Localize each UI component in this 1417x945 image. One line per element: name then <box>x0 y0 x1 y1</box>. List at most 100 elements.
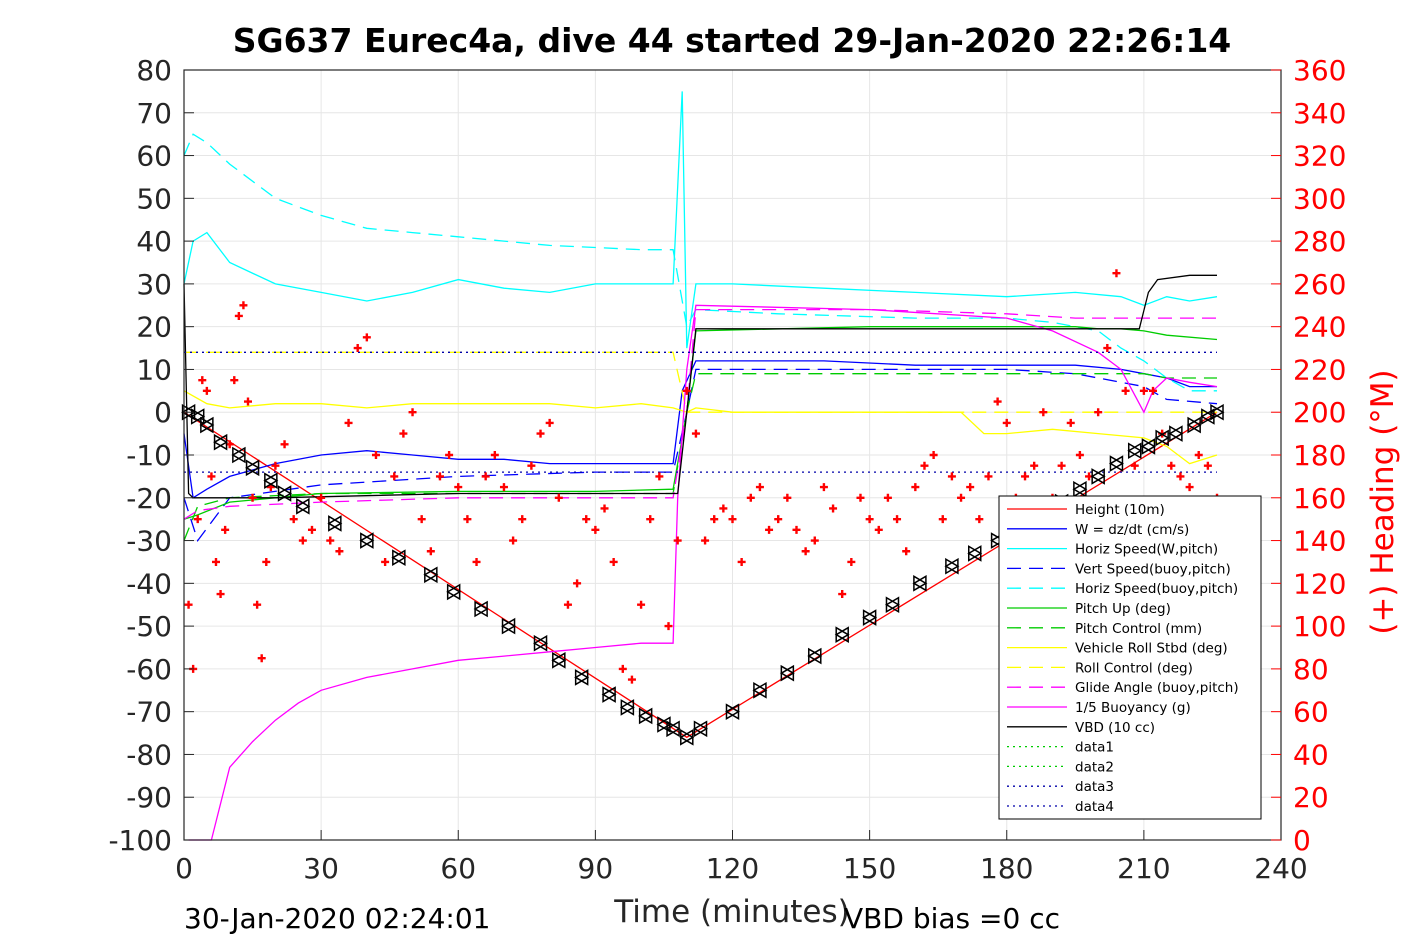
y-right-tick-label: 180 <box>1293 439 1346 472</box>
heading-marker <box>1039 408 1048 417</box>
heading-marker <box>536 429 545 438</box>
depth-marker <box>181 403 197 421</box>
heading-marker <box>829 504 838 513</box>
legend-label: Height (10m) <box>1075 502 1165 518</box>
depth-marker <box>1072 480 1088 498</box>
footer-timestamp: 30-Jan-2020 02:24:01 <box>184 902 490 935</box>
heading-marker <box>893 515 902 524</box>
heading-marker <box>993 397 1002 406</box>
legend-label: Vehicle Roll Stbd (deg) <box>1075 641 1228 657</box>
heading-marker <box>1167 461 1176 470</box>
heading-marker <box>682 386 691 395</box>
y-right-tick-label: 300 <box>1293 182 1346 215</box>
y-left-tick-label: -50 <box>126 610 172 643</box>
heading-marker <box>326 536 335 545</box>
heading-marker <box>755 483 764 492</box>
heading-marker <box>591 525 600 534</box>
heading-marker <box>230 376 239 385</box>
heading-marker <box>1002 418 1011 427</box>
legend-label: Pitch Control (mm) <box>1075 621 1202 637</box>
depth-marker <box>656 716 672 733</box>
legend-box <box>998 495 1262 820</box>
depth-marker <box>391 549 407 566</box>
heading-marker <box>193 515 202 524</box>
heading-marker <box>509 536 518 545</box>
depth-marker <box>231 446 247 464</box>
heading-marker <box>184 600 193 609</box>
y-left-tick-label: -80 <box>126 738 172 771</box>
x-tick-label: 180 <box>980 852 1033 885</box>
y-left-tick-label: -90 <box>126 781 172 814</box>
heading-marker <box>1185 483 1194 492</box>
heading-marker <box>783 493 792 502</box>
y-left-tick-label: -70 <box>126 696 172 729</box>
series-line <box>183 360 1217 499</box>
heading-marker <box>710 515 719 524</box>
heading-marker <box>1075 451 1084 459</box>
heading-marker <box>1057 461 1066 470</box>
heading-marker <box>417 515 426 524</box>
footer-vbd-bias: VBD bias =0 cc <box>844 902 1060 935</box>
legend-label: VBD (10 cc) <box>1075 720 1155 736</box>
y-right-tick-label: 0 <box>1293 824 1311 857</box>
heading-marker <box>618 664 627 673</box>
x-tick-label: 30 <box>303 852 339 885</box>
heading-marker <box>957 493 966 502</box>
legend-label: data2 <box>1075 759 1114 775</box>
heading-marker <box>728 515 737 524</box>
heading-marker <box>1121 386 1130 395</box>
depth-marker <box>423 566 439 584</box>
y-right-tick-label: 40 <box>1293 738 1329 771</box>
chart-title: SG637 Eurec4a, dive 44 started 29-Jan-20… <box>233 21 1232 60</box>
depth-marker <box>473 600 489 618</box>
y-left-tick-label: 20 <box>136 311 172 344</box>
y-left-tick-label: -10 <box>126 439 172 472</box>
heading-marker <box>865 515 874 524</box>
depth-marker <box>665 720 681 738</box>
heading-marker <box>691 429 700 438</box>
y-axis-right-label: (+) Heading (°M) <box>1365 369 1401 634</box>
heading-marker <box>737 557 746 566</box>
heading-marker <box>298 536 307 545</box>
heading-marker <box>911 483 920 492</box>
depth-marker <box>884 596 900 614</box>
heading-marker <box>664 622 673 631</box>
y-left-tick-label: 10 <box>136 353 172 386</box>
heading-marker <box>929 451 938 459</box>
depth-marker <box>213 433 229 451</box>
heading-marker <box>701 536 710 545</box>
heading-marker <box>371 451 380 459</box>
y-left-tick-label: -100 <box>108 824 172 857</box>
legend-label: data3 <box>1075 779 1114 795</box>
x-tick-label: 120 <box>706 852 759 885</box>
series-line <box>183 133 1217 392</box>
heading-marker <box>221 525 230 534</box>
depth-marker <box>501 617 517 635</box>
y-right-tick-label: 240 <box>1293 311 1346 344</box>
heading-marker <box>198 376 207 385</box>
axis-ticks: 0 30 60 90 120 150 180 210 24080706050403020100-… <box>108 54 1346 885</box>
heading-marker <box>518 515 527 524</box>
depth-marker <box>1140 438 1156 455</box>
x-tick-label: 0 <box>175 852 193 885</box>
heading-marker <box>234 311 243 320</box>
heading-marker <box>947 472 956 481</box>
depth-marker <box>619 699 635 716</box>
y-right-tick-label: 200 <box>1293 396 1346 429</box>
y-right-tick-label: 100 <box>1293 610 1346 643</box>
heading-marker <box>243 397 252 406</box>
heading-marker <box>600 504 609 513</box>
heading-marker <box>202 386 211 395</box>
y-right-tick-label: 360 <box>1293 54 1346 87</box>
heading-marker <box>984 472 993 481</box>
heading-marker <box>211 557 220 566</box>
heading-marker <box>390 472 399 481</box>
legend: Height (10m) W = dz/dt (cm/s) Horiz Speed(… <box>998 495 1262 820</box>
y-left-tick-label: 40 <box>136 225 172 258</box>
depth-marker <box>359 532 375 549</box>
y-right-tick-label: 280 <box>1293 225 1346 258</box>
legend-label: Roll Control (deg) <box>1075 660 1193 676</box>
heading-marker <box>609 557 618 566</box>
y-left-tick-label: 70 <box>136 97 172 130</box>
heading-marker <box>481 472 490 481</box>
